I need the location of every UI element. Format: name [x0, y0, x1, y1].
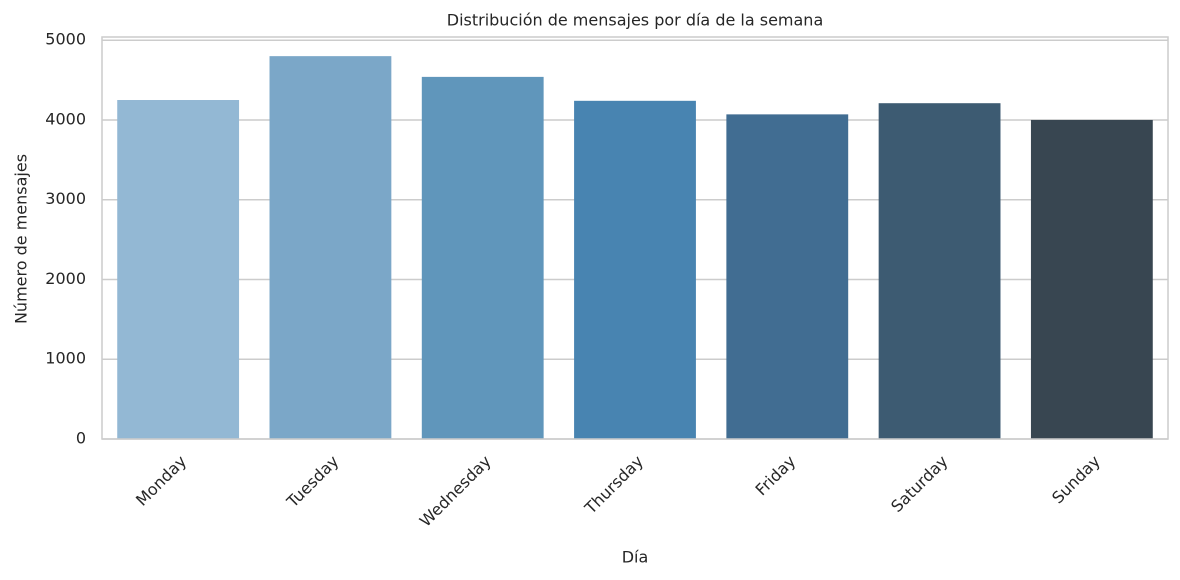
bar — [878, 103, 1001, 439]
y-tick-label: 2000 — [45, 269, 86, 288]
bar — [1030, 119, 1153, 439]
plot-frame — [101, 36, 1169, 440]
bar — [421, 76, 544, 439]
x-tick-label: Wednesday — [416, 452, 495, 531]
x-tick-label: Friday — [752, 452, 800, 500]
y-tick-label: 5000 — [45, 30, 86, 49]
chart-title: Distribución de mensajes por día de la s… — [447, 11, 824, 30]
x-tick-label: Saturday — [887, 452, 951, 516]
x-tick-label: Sunday — [1048, 452, 1104, 508]
x-tick-label: Tuesday — [282, 452, 342, 512]
y-tick-label: 1000 — [45, 349, 86, 368]
x-tick-label: Monday — [132, 452, 190, 510]
bar — [269, 56, 392, 440]
y-axis-label: Número de mensajes — [12, 154, 31, 324]
x-tick-label: Thursday — [580, 452, 647, 519]
bar — [574, 100, 696, 440]
bar — [726, 114, 849, 439]
bar — [117, 100, 240, 439]
y-tick-label: 4000 — [45, 109, 86, 128]
y-tick-label: 3000 — [45, 189, 86, 208]
y-tick-label: 0 — [76, 429, 86, 448]
x-axis-label: Día — [622, 548, 649, 567]
